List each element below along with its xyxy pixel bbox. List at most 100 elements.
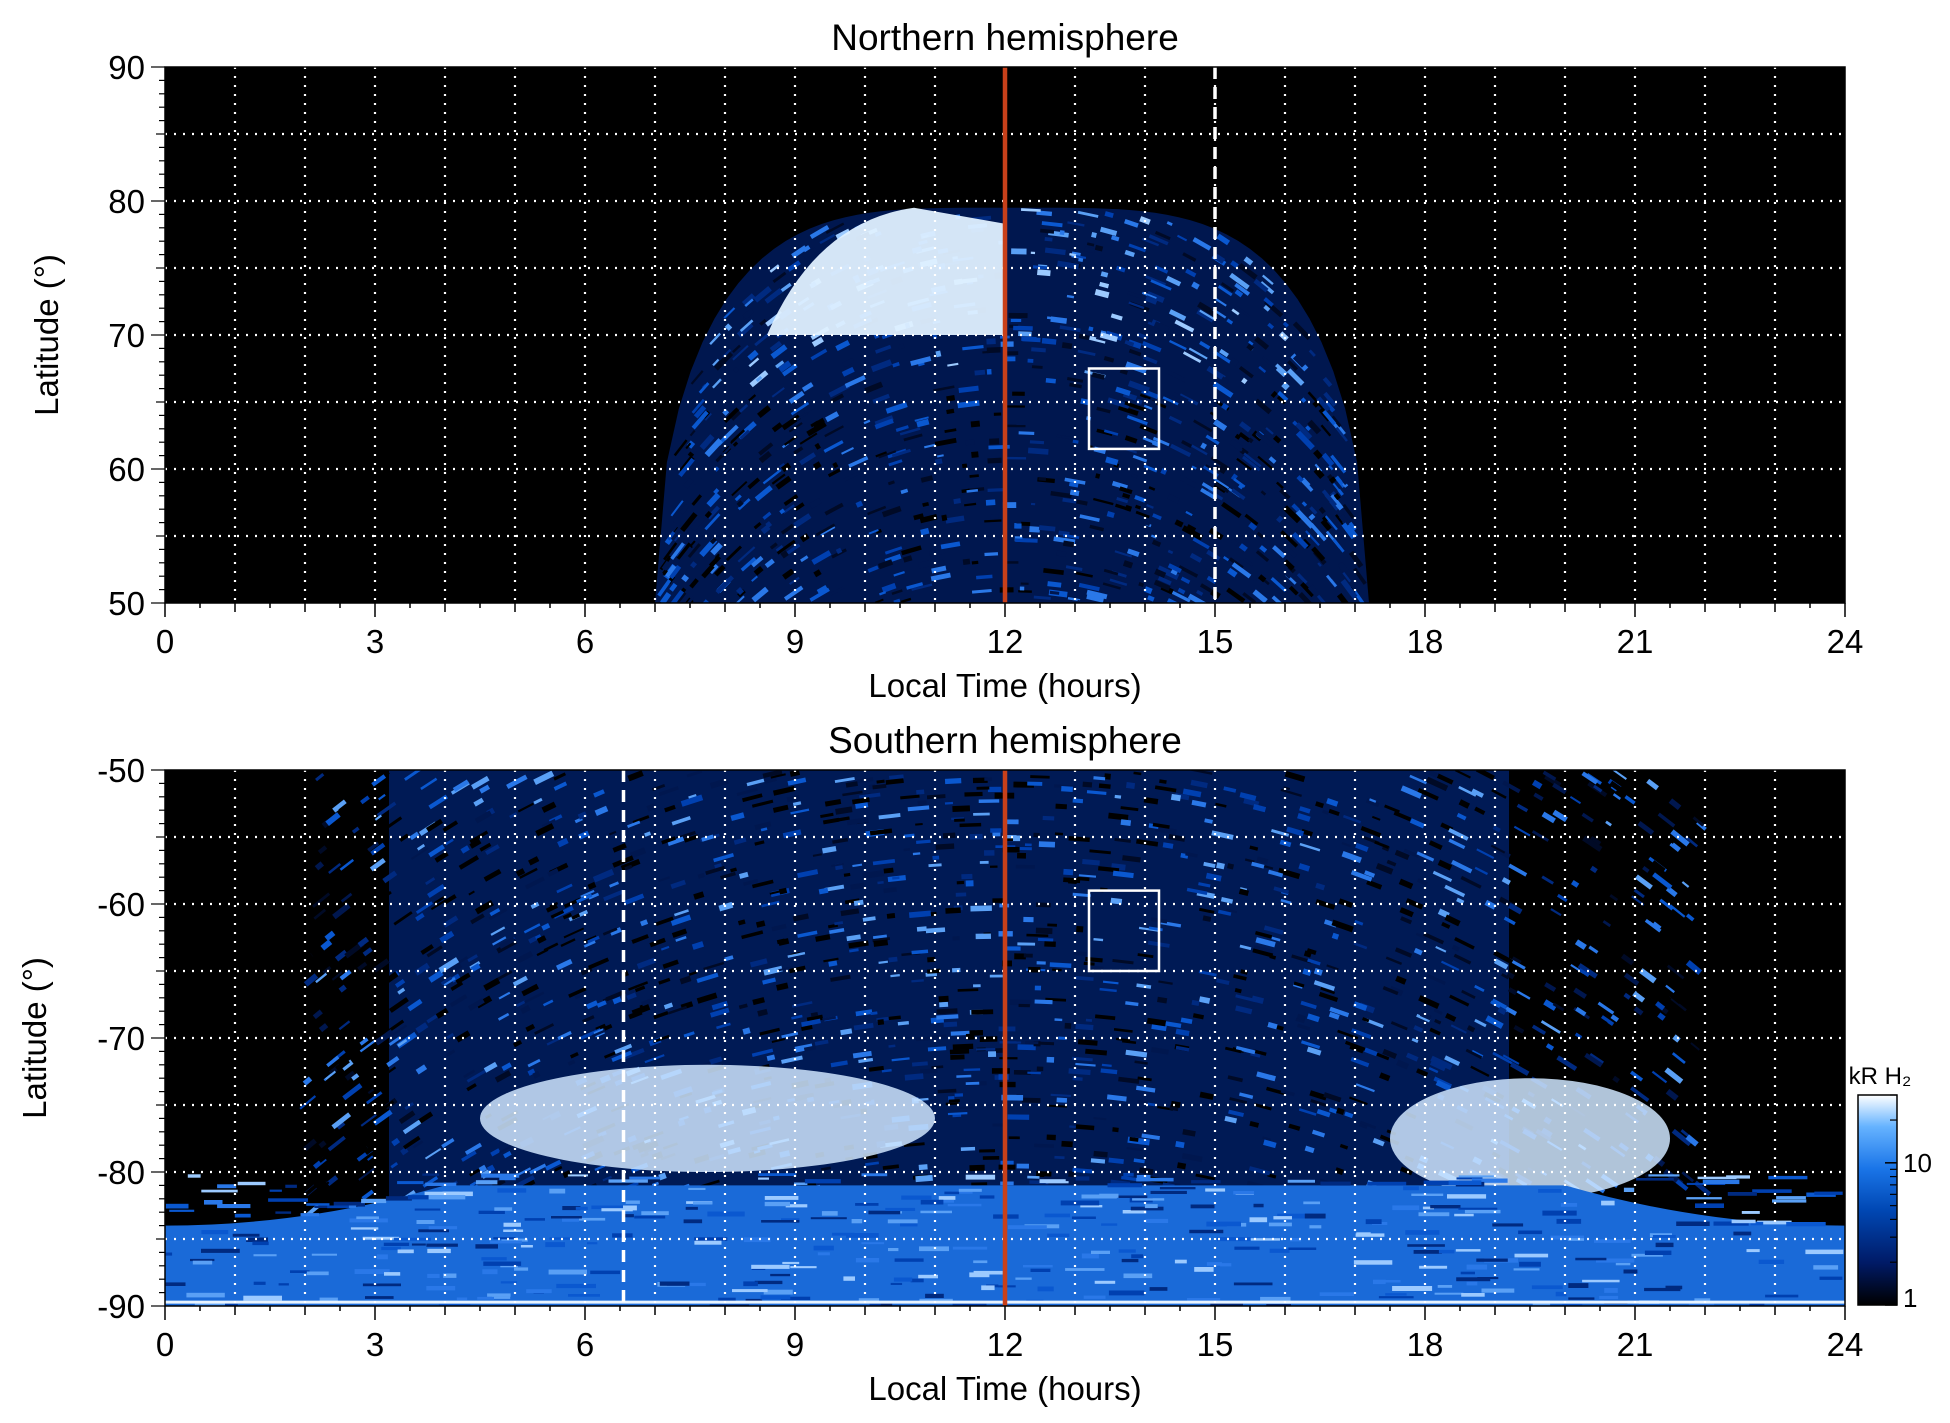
south-emission-streak [461,1150,477,1162]
north-emission-streak [1221,501,1242,519]
south-emission-streak [357,936,370,948]
south-emission-streak [467,954,478,963]
south-emission-streak [664,804,676,813]
north-emission-streak [753,521,762,530]
south-polar-streak [951,1191,973,1194]
north-emission-streak [664,564,677,579]
south-emission-streak [920,1068,938,1074]
south-emission-streak [1019,846,1032,851]
south-emission-streak [1437,859,1453,871]
south-emission-streak [1015,864,1035,869]
south-emission-streak [655,916,674,926]
south-polar-streak [545,1242,565,1248]
south-polar-streak [1233,1282,1273,1286]
south-polar-streak [428,1195,466,1200]
south-emission-streak [1474,1018,1487,1028]
north-emission-streak [824,502,844,516]
south-polar-streak [477,1296,494,1300]
south-emission-streak [1159,779,1167,784]
north-emission-streak [1018,431,1035,436]
north-emission-streak [910,356,932,367]
south-emission-streak [1072,1167,1093,1174]
south-emission-streak [971,1182,988,1186]
south-emission-streak [410,847,429,860]
south-emission-streak [907,805,930,812]
south-emission-streak [1017,1044,1036,1051]
south-emission-streak [530,901,540,910]
south-emission-streak [1306,1046,1322,1056]
south-emission-streak [1655,989,1672,1004]
south-emission-streak [1293,981,1305,988]
north-emission-streak [867,565,879,573]
south-polar-streak [1023,1265,1053,1268]
south-emission-streak [1253,945,1273,954]
south-emission-streak [1034,985,1042,991]
north-emission-streak [1261,356,1278,371]
south-emission-streak [626,992,637,1001]
south-emission-streak [592,1028,609,1038]
south-emission-streak [1329,1006,1350,1018]
south-polar-streak [973,1260,988,1264]
south-emission-streak [761,900,780,908]
south-emission-streak [1195,1173,1216,1181]
north-emission-streak [751,575,758,582]
north-emission-streak [1011,248,1027,255]
south-emission-streak [1104,773,1111,780]
south-emission-streak [1450,1024,1467,1034]
south-emission-streak [313,908,327,920]
north-emission-streak [741,293,756,307]
south-emission-streak [1036,961,1046,965]
south-emission-streak [1451,859,1473,874]
south-emission-streak [1110,897,1123,905]
south-emission-streak [1054,1155,1065,1160]
south-emission-streak [824,798,842,807]
south-emission-streak [975,933,992,940]
south-emission-streak [1249,845,1259,851]
south-emission-streak [338,984,347,993]
south-emission-streak [671,928,688,938]
south-polar-streak [780,1296,811,1300]
south-polar-streak [1749,1303,1765,1306]
south-polar-streak [1648,1174,1680,1177]
north-emission-streak [788,390,805,404]
north-emission-streak [1150,534,1157,539]
south-polar-streak [641,1211,669,1216]
south-polar-streak [781,1218,800,1221]
north-emission-streak [783,494,799,507]
north-emission-streak [897,343,905,350]
south-emission-streak [528,856,540,866]
south-polar-streak [764,1201,790,1207]
south-emission-streak [479,784,491,794]
north-emission-streak [754,485,773,502]
north-emission-streak [1260,490,1267,496]
south-emission-streak [1670,829,1690,847]
south-emission-streak [318,1023,329,1033]
north-emission-streak [826,585,845,598]
south-emission-streak [1569,795,1582,805]
north-emission-streak [1226,587,1246,603]
south-emission-streak [1303,950,1312,958]
south-emission-streak [918,1164,928,1171]
south-emission-streak [987,786,1002,793]
north-emission-streak [1205,579,1218,589]
north-emission-streak [1127,339,1142,350]
south-polar-streak [758,1173,797,1176]
south-emission-streak [335,1058,350,1072]
south-emission-streak [947,1112,968,1116]
north-emission-streak [844,375,866,389]
south-emission-streak [904,1073,924,1081]
south-emission-streak [1355,1083,1375,1093]
south-polar-streak [629,1176,661,1180]
south-polar-streak [1477,1277,1499,1280]
south-polar-streak [900,1222,918,1227]
north-emission-streak [1154,230,1171,241]
south-emission-streak [365,1091,383,1105]
south-polar-streak [1582,1279,1620,1283]
south-emission-streak [1531,1024,1547,1035]
south-emission-streak [1224,1046,1242,1054]
north-emission-streak [1168,309,1187,321]
north-emission-streak [1316,396,1331,412]
south-emission-streak [709,1007,730,1018]
south-polar-streak [1560,1203,1578,1207]
north-emission-streak [1022,336,1041,343]
